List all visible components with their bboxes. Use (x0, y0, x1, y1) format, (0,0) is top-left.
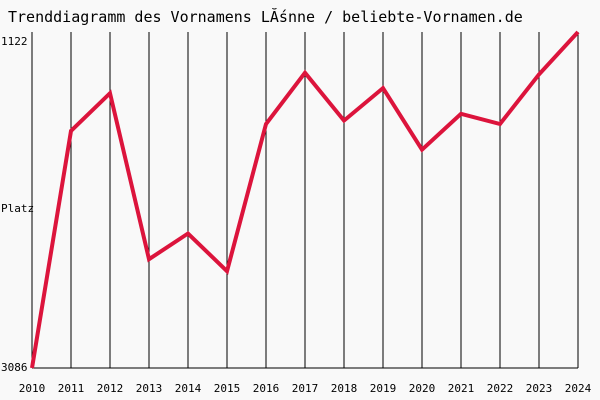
x-tick-label-2015: 2015 (214, 382, 241, 395)
x-tick-label-2016: 2016 (253, 382, 280, 395)
x-tick-label-2021: 2021 (448, 382, 475, 395)
y-tick-label-bottom: 3086 (1, 361, 28, 374)
x-tick-label-2010: 2010 (19, 382, 46, 395)
x-tick-label-2023: 2023 (526, 382, 553, 395)
x-tick-labels: 2010 2011 2012 2013 2014 2015 2016 2017 2018 2019… (19, 382, 592, 395)
vertical-gridlines (31, 32, 579, 368)
x-tick-label-2024: 2024 (565, 382, 592, 395)
x-tick-label-2013: 2013 (136, 382, 163, 395)
y-axis-label: Platz (1, 202, 34, 215)
y-tick-label-top: 1122 (1, 35, 28, 48)
chart-title: Trenddiagramm des Vornamens LĂśnne / bel… (8, 7, 523, 26)
axes (31, 32, 578, 369)
x-tick-label-2011: 2011 (58, 382, 85, 395)
x-tick-label-2019: 2019 (370, 382, 397, 395)
x-tick-label-2018: 2018 (331, 382, 358, 395)
x-tick-label-2020: 2020 (409, 382, 436, 395)
y-tick-labels: 1122 3086 (1, 35, 28, 374)
x-tick-label-2017: 2017 (292, 382, 319, 395)
series-lines (30, 30, 580, 369)
x-tick-label-2014: 2014 (175, 382, 202, 395)
x-tick-label-2022: 2022 (487, 382, 514, 395)
x-tick-label-2012: 2012 (97, 382, 124, 395)
